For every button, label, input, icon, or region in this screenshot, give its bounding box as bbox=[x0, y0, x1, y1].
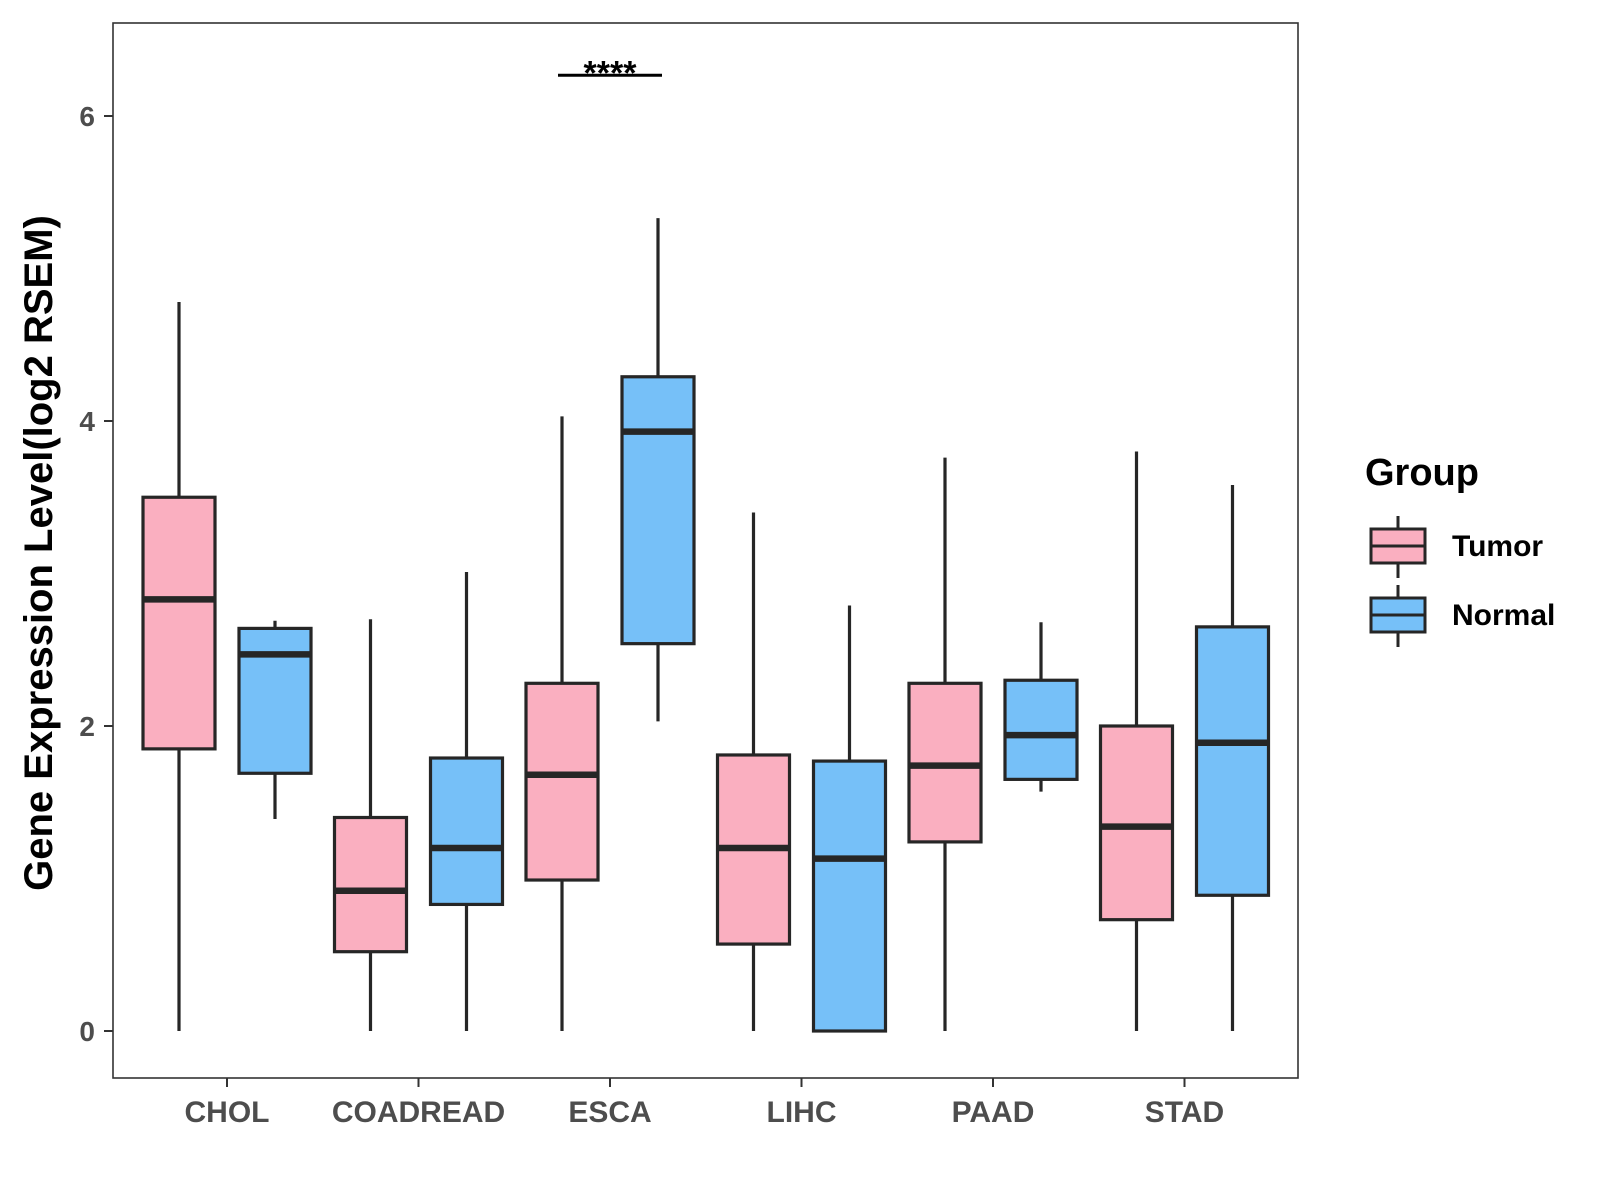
box-tumor-esca bbox=[524, 416, 600, 1031]
box-normal-esca bbox=[620, 218, 696, 722]
x-tick-label: COADREAD bbox=[332, 1096, 505, 1129]
box-tumor-lihc bbox=[715, 512, 792, 1031]
plot-panel-border bbox=[112, 22, 1299, 1079]
significance-label: **** bbox=[584, 54, 638, 92]
box-body-tumor-stad bbox=[1098, 724, 1175, 922]
box-body-tumor-esca bbox=[524, 681, 600, 882]
legend: Group Tumor Normal bbox=[1365, 452, 1555, 647]
legend-key-tumor bbox=[1369, 516, 1427, 578]
y-axis-title: Gene Expression Level(log2 RSEM) bbox=[17, 215, 61, 891]
x-tick-label: ESCA bbox=[568, 1096, 651, 1129]
box-body-normal-chol bbox=[237, 626, 313, 775]
x-tick-label: CHOL bbox=[185, 1096, 270, 1129]
box-body-normal-lihc bbox=[811, 759, 888, 1033]
plot-layer: **** bbox=[141, 54, 1271, 1033]
box-body-normal-paad bbox=[1003, 678, 1079, 781]
legend-title: Group bbox=[1365, 452, 1479, 494]
y-tick-label: 2 bbox=[79, 711, 95, 742]
box-body-normal-stad bbox=[1194, 625, 1271, 897]
box-body-normal-esca bbox=[620, 375, 696, 646]
box-body-tumor-chol bbox=[141, 495, 217, 751]
box-normal-lihc bbox=[811, 605, 888, 1033]
box-normal-chol bbox=[237, 620, 313, 820]
box-normal-stad bbox=[1194, 485, 1271, 1031]
x-tick-label: STAD bbox=[1145, 1096, 1224, 1129]
box-normal-paad bbox=[1003, 622, 1079, 792]
box-tumor-coadread bbox=[332, 619, 409, 1031]
box-tumor-stad bbox=[1098, 451, 1175, 1031]
y-tick-label: 4 bbox=[79, 406, 95, 437]
box-normal-coadread bbox=[428, 571, 505, 1031]
box-tumor-chol bbox=[141, 302, 217, 1031]
box-body-tumor-coadread bbox=[332, 815, 409, 954]
box-body-normal-coadread bbox=[428, 756, 505, 907]
axis-layer: 0 2 4 6 CHOL COADREAD ESCA LIHC PAAD STAD bbox=[79, 101, 1224, 1129]
legend-key-normal bbox=[1369, 585, 1427, 647]
legend-label-normal: Normal bbox=[1452, 599, 1555, 632]
box-tumor-paad bbox=[907, 457, 983, 1031]
legend-label-tumor: Tumor bbox=[1452, 530, 1543, 563]
x-tick-label: PAAD bbox=[952, 1096, 1035, 1129]
y-tick-label: 6 bbox=[79, 101, 95, 132]
y-tick-label: 0 bbox=[79, 1016, 95, 1047]
x-tick-label: LIHC bbox=[767, 1096, 837, 1129]
